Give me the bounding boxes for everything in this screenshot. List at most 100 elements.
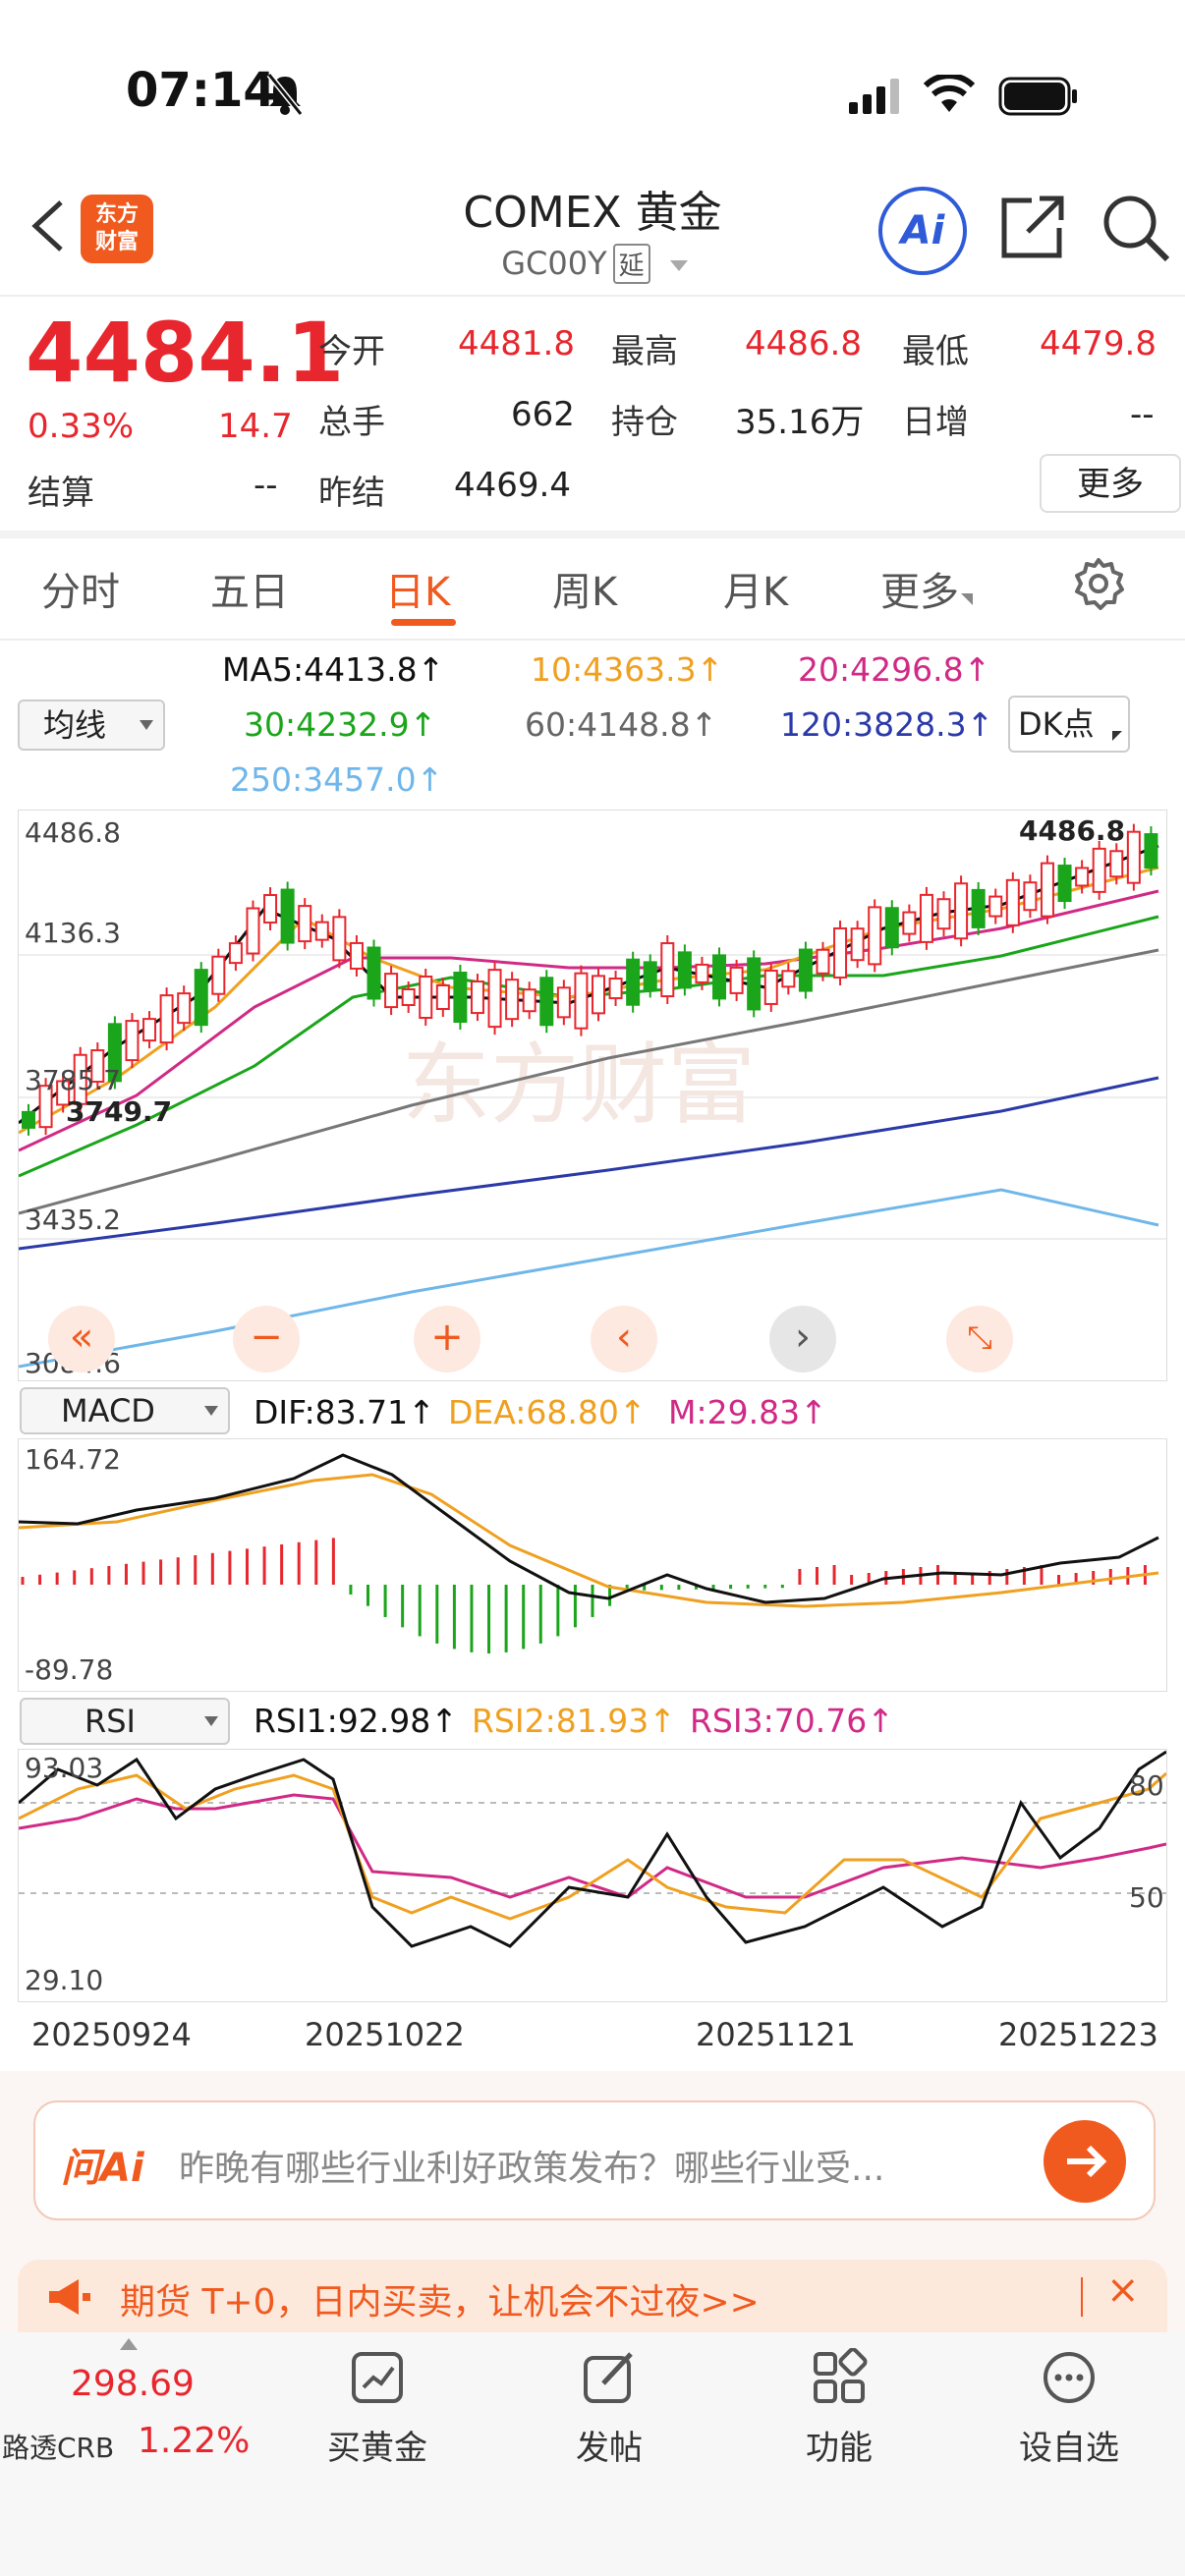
tab-weekly-k[interactable]: 周K [552,570,618,615]
high-label: 最高 [611,332,678,371]
date-label: 20251022 [305,2016,465,2053]
search-icon[interactable] [1100,193,1171,263]
ma250-line [19,1188,1159,1369]
zoom-out-button[interactable]: − [233,1306,300,1372]
candle-body [919,893,933,943]
macd-chart[interactable]: 164.72 -89.78 [18,1438,1167,1692]
contract-selector[interactable]: GC00Y 延 [432,244,757,284]
daily-increase-label: 日增 [902,403,969,442]
rsi-chart[interactable]: 93.03 29.10 80 50 [18,1749,1167,2002]
min-price-marker: 3749.7 [66,1095,173,1128]
open-interest-value: 35.16万 [735,403,865,442]
candle-body [833,926,848,979]
candle-body [660,942,675,998]
settle-label: 结算 [28,474,94,513]
candle-body [954,882,969,940]
candle-body [367,946,381,1000]
candle-body [816,948,830,975]
macd-chart-canvas [19,1453,1159,1653]
candle-body [280,888,295,944]
back-icon[interactable] [26,196,69,255]
candle-body [453,972,468,1023]
candle-body [988,895,1003,918]
tab-intraday[interactable]: 分时 [41,570,120,615]
promo-banner[interactable]: 期货 T+0，日内买卖，让机会不过夜>> × [18,2260,1167,2332]
divider [0,531,1185,538]
candle-body [539,977,554,1027]
settle-value: -- [254,466,278,505]
tab-monthly-k[interactable]: 月K [723,570,789,615]
candle-body [556,986,571,1019]
zoom-in-button[interactable]: + [414,1306,480,1372]
macd-selector[interactable]: MACD [20,1387,230,1434]
tab-more[interactable]: 更多 [880,560,973,617]
status-bar: 07:14 [0,0,1185,167]
ma120-value: 120:3828.3↑ [780,705,994,744]
candle-body [1005,878,1020,926]
candle-body [90,1049,105,1084]
promo-text: 期货 T+0，日内买卖，让机会不过夜>> [120,2282,760,2323]
prev-settle-value: 4469.4 [454,466,571,505]
candle-body [902,911,917,935]
y-axis-label: 3435.2 [25,1204,121,1236]
delay-badge: 延 [612,244,650,284]
post-button[interactable]: 发帖 [540,2348,678,2469]
rsi-selector[interactable]: RSI [20,1698,230,1745]
dea-line [19,1473,1159,1608]
volume-value: 662 [511,395,575,434]
divider [0,295,1185,297]
ma30-value: 30:4232.9↑ [244,705,437,744]
more-quote-button[interactable]: 更多 [1040,454,1181,513]
ask-ai-logo: 问Ai [61,2146,144,2191]
ma-selector[interactable]: 均线 [18,700,165,751]
candle-body [798,948,813,992]
ma60-line [19,948,1159,1215]
candle-body [729,966,744,994]
max-price-marker: 4486.8 [1019,814,1126,847]
add-watchlist-button[interactable]: 设自选 [1000,2348,1138,2469]
step-left-button[interactable]: ‹ [591,1306,657,1372]
dropdown-arrow-icon [204,1716,218,1726]
ai-button[interactable]: Ai [878,187,967,275]
candle-body [401,988,416,1006]
candle-body [125,1020,140,1062]
dk-point-button[interactable]: DK点 [1008,696,1130,753]
tab-daily-k[interactable]: 日K [385,570,451,615]
scroll-left-fast-button[interactable]: « [48,1306,115,1372]
buy-gold-button[interactable]: 买黄金 [309,2348,446,2469]
y-axis-label: 3785.7 [25,1064,121,1096]
settings-gear-icon[interactable] [1071,556,1126,611]
ask-ai-input[interactable]: 问Ai 昨晚有哪些行业利好政策发布？哪些行业受... [33,2100,1156,2220]
open-label: 今开 [318,332,385,371]
date-label: 20251121 [696,2016,856,2053]
dropdown-arrow-icon [140,720,153,730]
expand-up-icon[interactable] [120,2338,138,2350]
ask-ai-placeholder: 昨晚有哪些行业利好政策发布？哪些行业受... [179,2149,885,2189]
tab-five-day[interactable]: 五日 [210,570,289,615]
share-icon[interactable] [998,193,1067,261]
ask-submit-button[interactable] [1044,2120,1126,2203]
add-watchlist-label: 设自选 [1019,2429,1119,2468]
eastmoney-logo: 东方 财富 [81,195,153,263]
macd-y-bottom: -89.78 [25,1653,114,1686]
candle-body [107,1023,122,1083]
candle-body [1075,867,1090,887]
contract-code: GC00Y [501,245,607,282]
rsi-50-label: 50 [1129,1881,1164,1914]
rsi1-value: RSI1:92.98↑ [254,1702,458,1740]
kline-chart[interactable]: 东方财富 4486.8 4136.3 3785.7 3435.2 3084.6 … [18,810,1167,1381]
functions-button[interactable]: 功能 [770,2348,908,2469]
y-axis-label: 4486.8 [25,816,121,849]
low-label: 最低 [902,332,969,371]
rsi3-value: RSI3:70.76↑ [690,1702,894,1740]
date-label: 20250924 [31,2016,192,2053]
fullscreen-icon[interactable]: ⤡ [946,1306,1013,1372]
crb-value[interactable]: 298.69 [71,2364,195,2404]
daily-increase-value: -- [1130,395,1155,434]
buy-gold-label: 买黄金 [327,2429,427,2468]
close-icon[interactable]: × [1106,2268,1140,2313]
candle-body [470,980,484,1015]
macd-y-top: 164.72 [25,1443,121,1476]
step-right-button[interactable]: › [769,1306,836,1372]
candle-body [1040,862,1054,918]
